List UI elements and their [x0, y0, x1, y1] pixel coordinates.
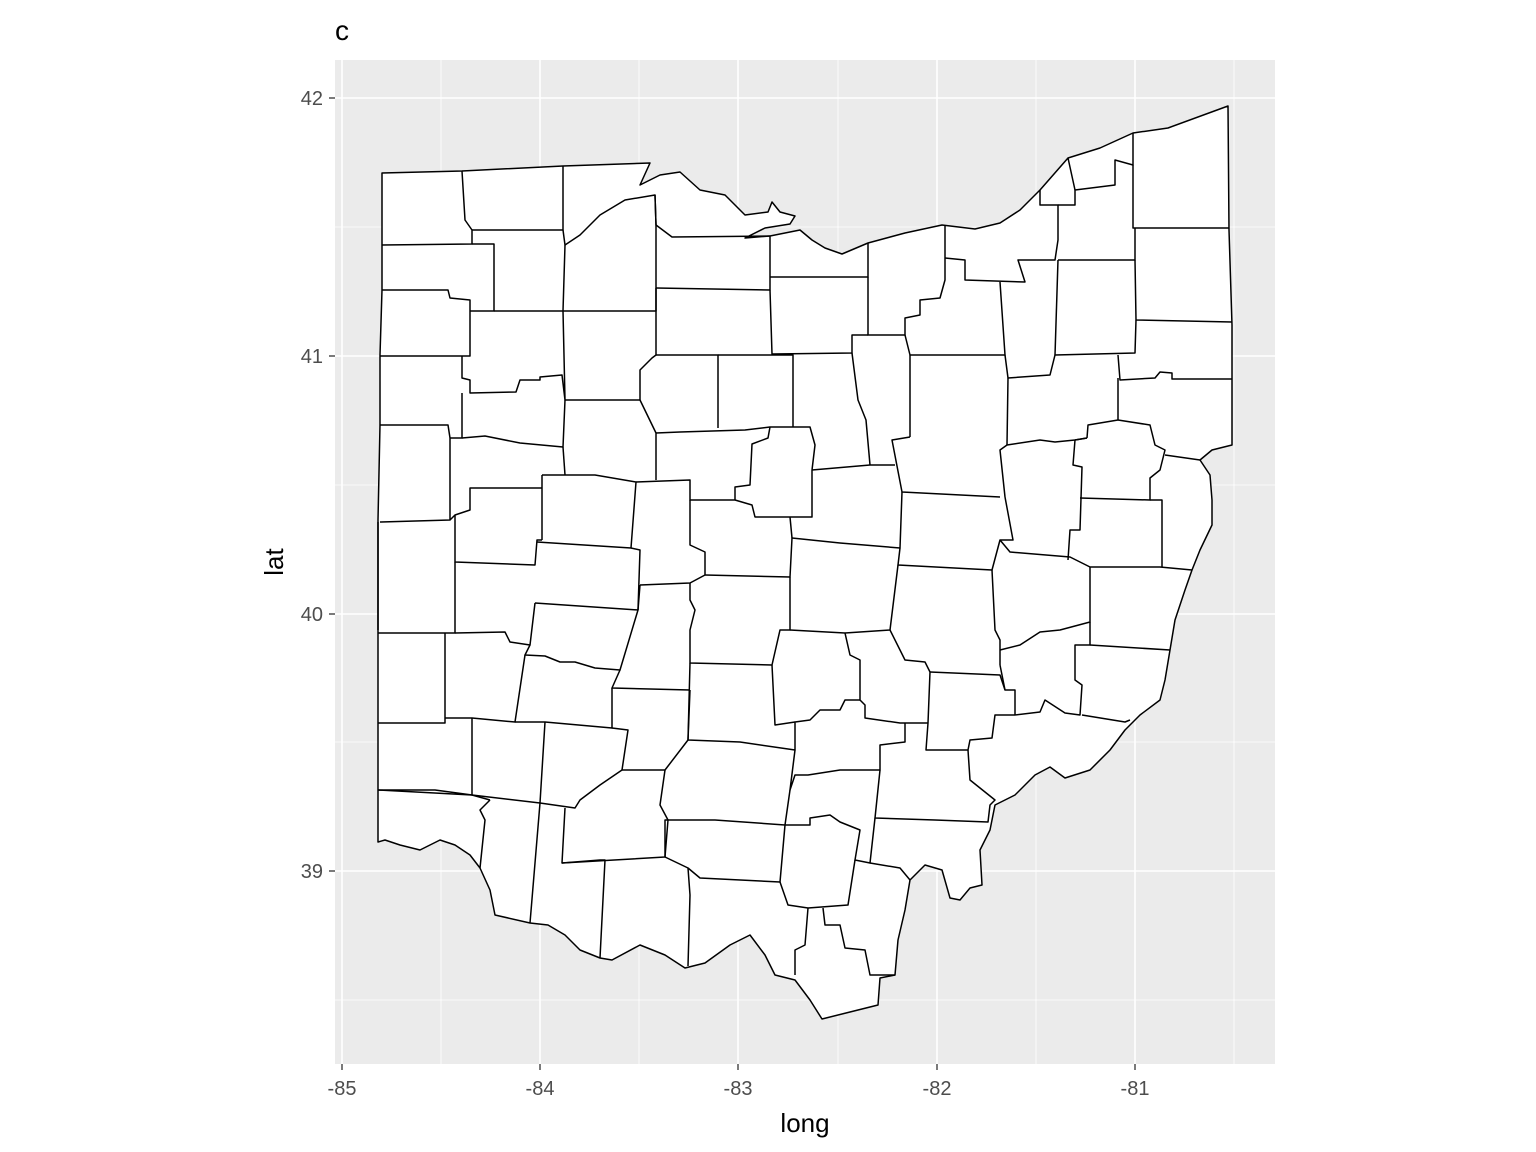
y-tick-label: 42 [301, 88, 323, 110]
x-tick-label: -84 [526, 1078, 555, 1100]
county-lines [377, 133, 1233, 976]
y-tick-label: 41 [301, 346, 323, 368]
x-tick-label: -83 [724, 1078, 753, 1100]
x-axis: -85 -84 -83 -82 -81 [328, 1064, 1150, 1100]
y-axis-title: lat [259, 547, 289, 575]
ohio-map [377, 105, 1233, 1020]
x-axis-title: long [780, 1108, 829, 1138]
plot-title: c [335, 15, 349, 46]
x-tick-label: -85 [328, 1078, 357, 1100]
x-tick-label: -82 [923, 1078, 952, 1100]
y-tick-label: 40 [301, 604, 323, 626]
x-tick-label: -81 [1121, 1078, 1150, 1100]
y-axis: 42 41 40 39 [301, 88, 335, 883]
y-tick-label: 39 [301, 861, 323, 883]
